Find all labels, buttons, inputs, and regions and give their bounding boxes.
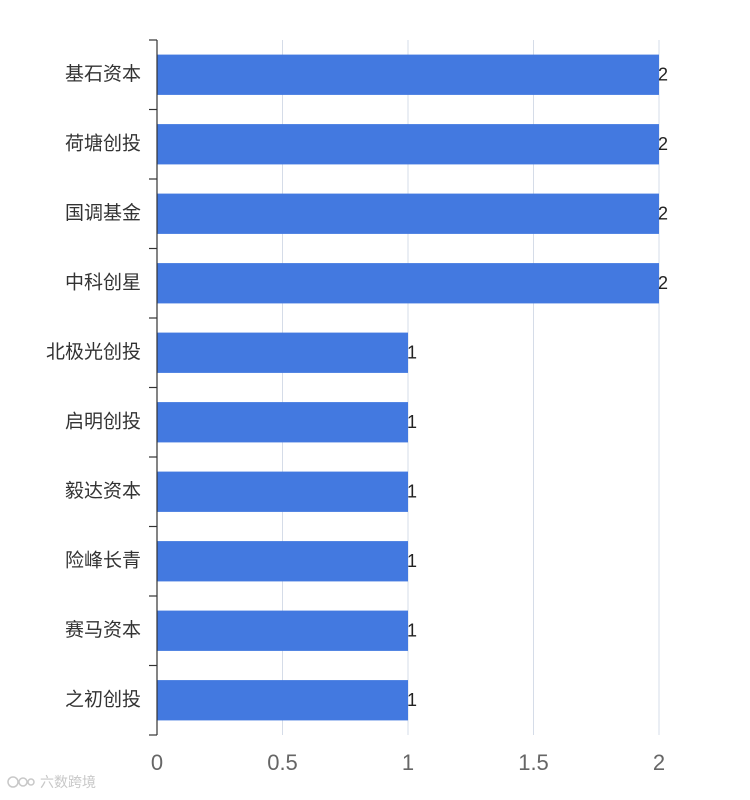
category-label: 启明创投 — [65, 410, 141, 432]
bar — [157, 193, 659, 234]
data-label: 1 — [407, 690, 417, 710]
category-label: 毅达资本 — [65, 480, 141, 502]
x-tick-label: 1 — [402, 750, 414, 775]
watermark-logo-icon — [7, 776, 35, 788]
category-label: 北极光创投 — [46, 341, 141, 363]
category-label: 国调基金 — [65, 202, 141, 224]
data-label: 1 — [407, 551, 417, 571]
axes — [149, 39, 158, 736]
data-label: 2 — [658, 134, 668, 154]
bars-group — [157, 54, 659, 721]
bar — [157, 332, 408, 373]
bar — [157, 263, 659, 304]
data-label: 1 — [407, 343, 417, 363]
x-tick-label: 2 — [653, 750, 665, 775]
x-tick-label: 1.5 — [518, 750, 549, 775]
data-label: 2 — [658, 204, 668, 224]
data-label: 1 — [407, 412, 417, 432]
bar — [157, 124, 659, 165]
bar — [157, 471, 408, 512]
bar — [157, 541, 408, 582]
watermark: 六数跨境 — [6, 772, 96, 792]
bar — [157, 402, 408, 443]
bar — [157, 54, 659, 95]
x-tick-label: 0.5 — [267, 750, 298, 775]
labels-group: 基石资本 2 荷塘创投 2 国调基金 2 中科创星 2 北极光创投 1 启明创投 1 毅达资本 1 险峰长青… — [46, 63, 668, 775]
bar — [157, 680, 408, 721]
data-label: 2 — [658, 273, 668, 293]
x-tick-label: 0 — [151, 750, 163, 775]
data-label: 1 — [407, 621, 417, 641]
category-label: 险峰长青 — [65, 549, 141, 571]
category-label: 中科创星 — [65, 271, 141, 293]
category-label: 之初创投 — [65, 688, 141, 710]
data-label: 2 — [658, 65, 668, 85]
category-label: 基石资本 — [65, 63, 141, 85]
category-label: 荷塘创投 — [65, 132, 141, 154]
category-label: 赛马资本 — [65, 619, 141, 641]
bar — [157, 610, 408, 651]
data-label: 1 — [407, 482, 417, 502]
watermark-text: 六数跨境 — [40, 774, 96, 790]
